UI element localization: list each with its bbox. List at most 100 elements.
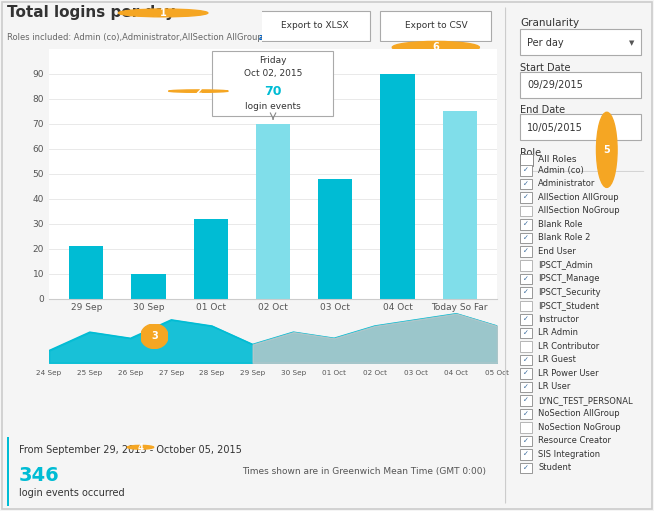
Text: ✓: ✓ [523, 275, 529, 282]
Text: Granularity: Granularity [520, 17, 579, 28]
Text: ✓: ✓ [523, 248, 529, 254]
Text: 27 Sep: 27 Sep [159, 369, 184, 376]
Text: 6: 6 [432, 42, 439, 53]
Text: 3: 3 [151, 331, 158, 341]
Text: From September 29, 2015 - October 05, 2015: From September 29, 2015 - October 05, 20… [19, 445, 242, 455]
Circle shape [392, 41, 479, 53]
Circle shape [169, 90, 228, 92]
FancyBboxPatch shape [520, 114, 641, 141]
Text: Resource Creator: Resource Creator [538, 436, 611, 445]
Bar [443, 111, 477, 299]
Text: ▼: ▼ [628, 40, 634, 45]
Text: LR Contributor: LR Contributor [538, 342, 599, 351]
Text: Instructor: Instructor [538, 315, 579, 323]
Text: 70: 70 [264, 85, 282, 98]
Text: and 15 more...: and 15 more... [258, 33, 320, 42]
Text: 5: 5 [604, 145, 610, 155]
FancyBboxPatch shape [259, 11, 370, 41]
FancyBboxPatch shape [520, 166, 532, 176]
Text: 30 Sep: 30 Sep [281, 369, 306, 376]
Text: ✓: ✓ [523, 168, 529, 173]
Text: 10/05/2015: 10/05/2015 [527, 123, 583, 133]
FancyBboxPatch shape [520, 246, 532, 257]
Text: All Roles: All Roles [538, 155, 577, 164]
Circle shape [118, 9, 208, 17]
Text: Times shown are in Greenwich Mean Time (GMT 0:00): Times shown are in Greenwich Mean Time (… [242, 467, 486, 476]
FancyBboxPatch shape [520, 287, 532, 297]
Text: 25 Sep: 25 Sep [77, 369, 103, 376]
FancyBboxPatch shape [520, 314, 532, 324]
Circle shape [141, 324, 168, 349]
Text: LR User: LR User [538, 382, 570, 391]
FancyBboxPatch shape [520, 449, 532, 460]
FancyBboxPatch shape [520, 273, 532, 284]
Text: AllSection AllGroup: AllSection AllGroup [538, 193, 619, 202]
Text: ✓: ✓ [523, 221, 529, 227]
Text: ✓: ✓ [523, 438, 529, 444]
Text: Per day: Per day [527, 38, 564, 48]
Text: ✓: ✓ [523, 330, 529, 336]
Text: 2: 2 [195, 86, 201, 96]
Text: AllSection NoGroup: AllSection NoGroup [538, 206, 620, 216]
Text: Total logins per day: Total logins per day [7, 5, 175, 20]
Text: 26 Sep: 26 Sep [118, 369, 143, 376]
Bar [69, 246, 103, 299]
Text: ✓: ✓ [523, 370, 529, 376]
Text: 04 Oct: 04 Oct [444, 369, 468, 376]
FancyBboxPatch shape [520, 72, 641, 98]
Text: and 15 more...: and 15 more... [258, 33, 320, 42]
Text: LR Power User: LR Power User [538, 368, 598, 378]
Text: Friday: Friday [259, 56, 287, 65]
Text: login events: login events [245, 102, 301, 111]
Circle shape [596, 112, 617, 188]
FancyBboxPatch shape [212, 51, 334, 117]
Bar [381, 74, 415, 299]
Text: ✓: ✓ [523, 397, 529, 403]
Text: Start Date: Start Date [520, 63, 571, 73]
Text: IPSCT_Student: IPSCT_Student [538, 301, 599, 310]
FancyBboxPatch shape [520, 368, 532, 379]
Bar [318, 179, 353, 299]
FancyBboxPatch shape [520, 179, 532, 190]
FancyBboxPatch shape [520, 29, 641, 55]
Text: 24 Sep: 24 Sep [37, 369, 61, 376]
Text: ✓: ✓ [523, 194, 529, 200]
FancyBboxPatch shape [520, 409, 532, 419]
FancyBboxPatch shape [520, 154, 532, 167]
Bar [7, 437, 9, 506]
FancyBboxPatch shape [520, 233, 532, 243]
Text: Role: Role [520, 148, 542, 158]
Text: ✓: ✓ [523, 411, 529, 417]
Text: Blank Role 2: Blank Role 2 [538, 234, 591, 243]
Text: End Date: End Date [520, 105, 565, 115]
FancyBboxPatch shape [520, 260, 532, 270]
Text: 1: 1 [160, 8, 167, 18]
Text: ✓: ✓ [523, 289, 529, 295]
Text: Export to XLSX: Export to XLSX [281, 20, 349, 30]
FancyBboxPatch shape [520, 463, 532, 473]
FancyBboxPatch shape [520, 206, 532, 217]
Text: IPSCT_Manage: IPSCT_Manage [538, 274, 600, 283]
Text: ✓: ✓ [523, 384, 529, 390]
Text: NoSection NoGroup: NoSection NoGroup [538, 423, 621, 432]
Text: Student: Student [538, 463, 571, 472]
FancyBboxPatch shape [520, 219, 532, 230]
Text: IPSCT_Admin: IPSCT_Admin [538, 261, 593, 269]
FancyBboxPatch shape [520, 355, 532, 365]
FancyBboxPatch shape [520, 436, 532, 446]
Text: LYNC_TEST_PERSONAL: LYNC_TEST_PERSONAL [538, 396, 632, 405]
Text: Roles included: Admin (co),Administrator,AllSection AllGroup: Roles included: Admin (co),Administrator… [7, 33, 262, 42]
Text: ✓: ✓ [523, 357, 529, 363]
FancyBboxPatch shape [520, 382, 532, 392]
Text: 4: 4 [137, 443, 143, 452]
Text: Admin (co): Admin (co) [538, 166, 584, 175]
Text: LR Admin: LR Admin [538, 328, 578, 337]
Bar [256, 124, 290, 299]
Text: 01 Oct: 01 Oct [322, 369, 346, 376]
Circle shape [128, 446, 154, 449]
FancyBboxPatch shape [520, 341, 532, 352]
Text: 28 Sep: 28 Sep [199, 369, 224, 376]
Text: 09/29/2015: 09/29/2015 [527, 80, 583, 90]
FancyBboxPatch shape [520, 193, 532, 203]
Text: End User: End User [538, 247, 576, 256]
